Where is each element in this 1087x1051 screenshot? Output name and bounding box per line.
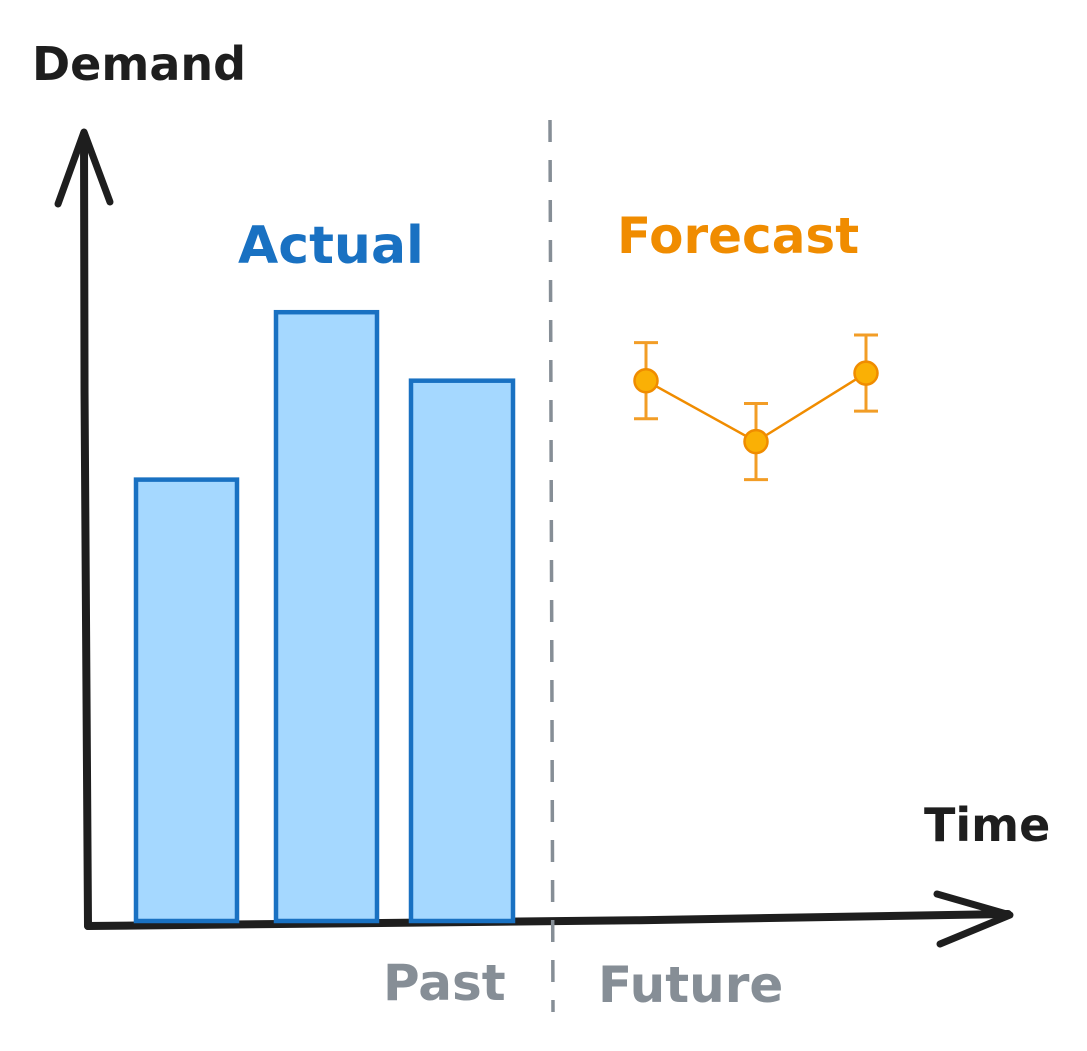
forecast-series-group — [633, 333, 879, 482]
actual-bar — [408, 378, 516, 924]
forecast-label: Forecast — [617, 207, 859, 265]
y-axis-arrowhead — [54, 128, 114, 208]
actual-bars-group — [133, 309, 516, 924]
actual-bar — [273, 309, 380, 924]
future-label: Future — [598, 956, 783, 1014]
forecast-point — [853, 360, 879, 386]
y-axis-line — [80, 130, 92, 930]
x-axis-line — [84, 910, 1012, 930]
x-axis-label: Time — [924, 798, 1050, 852]
past-future-divider — [548, 119, 555, 1013]
actual-bar — [133, 477, 240, 924]
x-axis-arrowhead — [933, 890, 1014, 948]
past-label: Past — [383, 954, 506, 1012]
forecast-point — [743, 428, 769, 455]
forecast-point — [633, 367, 659, 394]
actual-label: Actual — [238, 216, 424, 276]
y-axis-label: Demand — [32, 37, 246, 91]
